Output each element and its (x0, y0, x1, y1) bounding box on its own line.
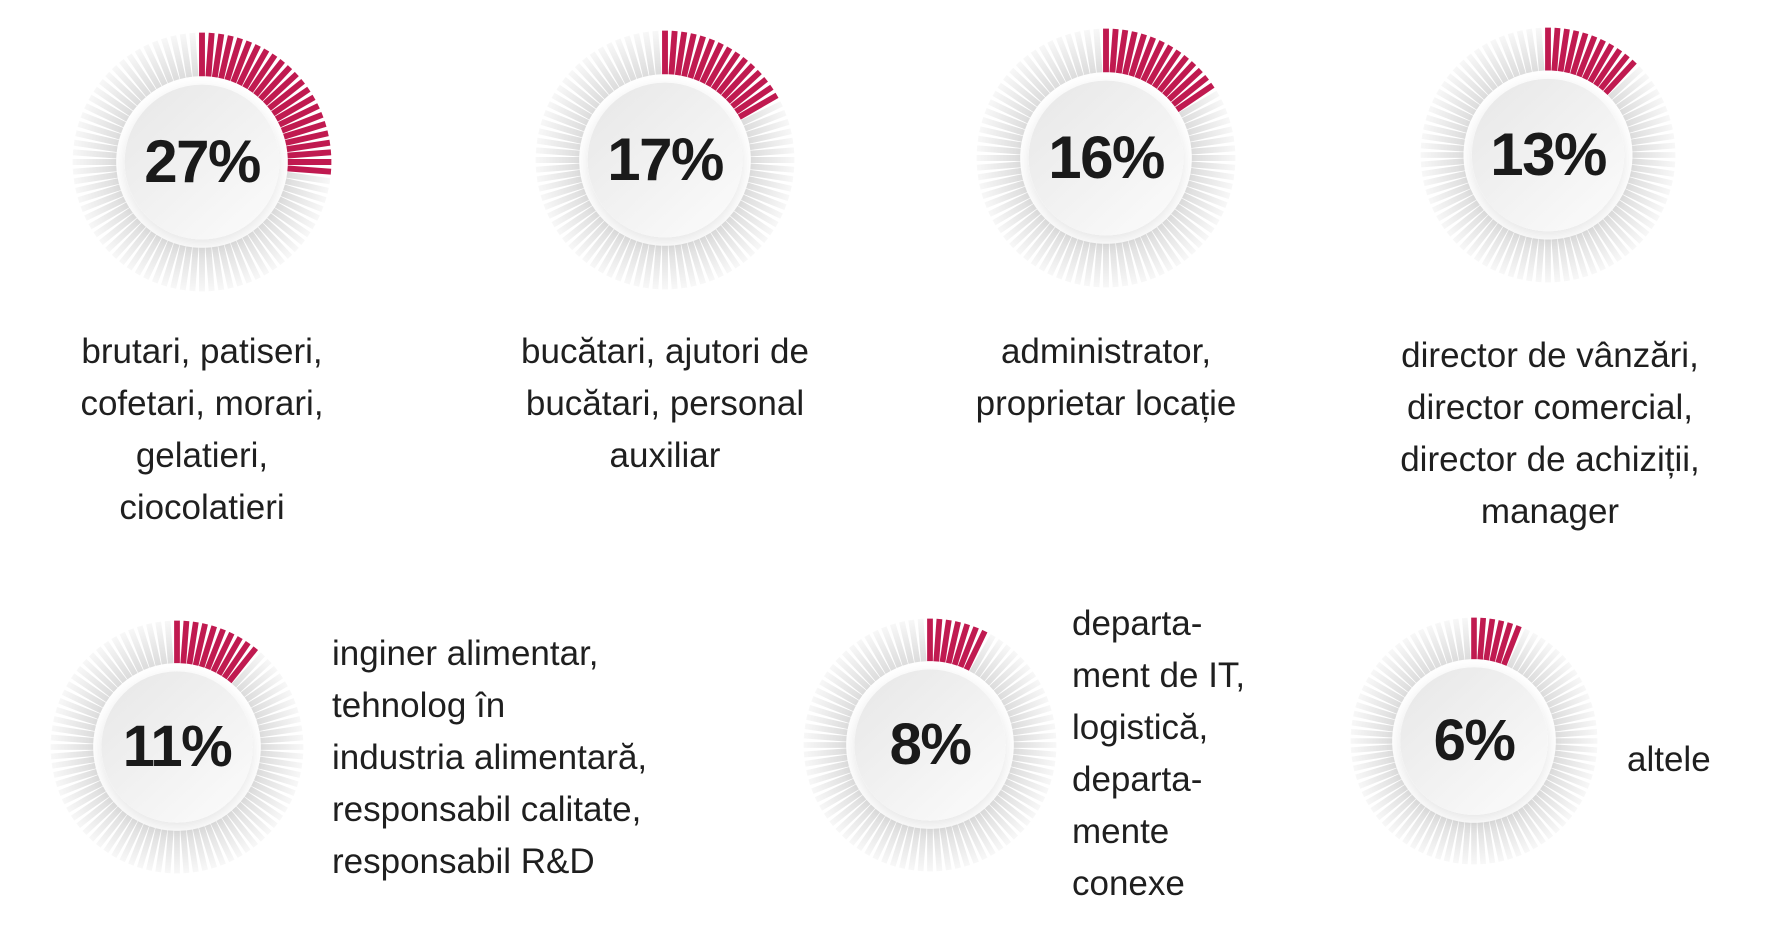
gauge-caption-departament: departa- ment de IT, logistică, departa-… (1072, 598, 1245, 910)
gauge-value-label: 27% (144, 127, 261, 195)
gauge-value-label: 8% (889, 711, 972, 777)
gauge-bucatari-17: 17% (535, 30, 795, 290)
caption-line: bucătari, personal (525, 384, 805, 423)
donut-ticks-icon (535, 30, 795, 290)
caption-line: departa- (1072, 604, 1203, 643)
caption-line: director de achiziții, (1400, 440, 1700, 479)
gauge-altele-6: 6% (1350, 617, 1598, 865)
caption-line: mente (1072, 812, 1170, 851)
caption-line: cofetari, morari, (80, 384, 324, 423)
donut-ticks-icon (803, 618, 1057, 872)
caption-line: ciocolatieri (119, 488, 285, 527)
caption-line: inginer alimentar, (332, 634, 599, 673)
gauge-value-label: 16% (1048, 123, 1165, 191)
donut-ticks-icon (72, 32, 332, 292)
gauge-value-label: 17% (607, 125, 724, 193)
gauge-value-label: 13% (1490, 120, 1607, 188)
caption-line: director de vânzări, (1401, 336, 1699, 375)
gauge-brutari-27: 27% (72, 32, 332, 292)
caption-line: tehnolog în (332, 686, 506, 725)
caption-line: ment de IT, (1072, 656, 1246, 695)
gauge-director-13: 13% (1420, 27, 1676, 283)
donut-ticks-icon (976, 28, 1236, 288)
caption-line: administrator, (1000, 332, 1212, 371)
caption-line: manager (1480, 492, 1620, 531)
caption-line: gelatieri, (135, 436, 269, 475)
gauge-value-label: 6% (1433, 707, 1516, 773)
caption-line: responsabil R&D (332, 842, 595, 881)
caption-line: altele (1627, 740, 1711, 779)
caption-line: conexe (1072, 864, 1185, 903)
gauge-caption-altele: altele (1627, 734, 1711, 786)
caption-line: responsabil calitate, (332, 790, 642, 829)
gauge-inginer-11: 11% (50, 620, 304, 874)
gauge-caption-bucatari: bucătari, ajutori de bucătari, personal … (465, 326, 865, 482)
donut-ticks-icon (1350, 617, 1598, 865)
gauge-administrator-16: 16% (976, 28, 1236, 288)
caption-line: departa- (1072, 760, 1203, 799)
gauge-caption-inginer: inginer alimentar, tehnolog în industria… (332, 628, 647, 888)
gauge-value-label: 11% (122, 713, 233, 779)
gauge-caption-director: director de vânzări, director comercial,… (1330, 330, 1770, 538)
caption-line: proprietar locație (975, 384, 1237, 423)
gauge-departament-8: 8% (803, 618, 1057, 872)
gauge-caption-administrator: administrator, proprietar locație (906, 326, 1306, 430)
caption-line: director comercial, (1407, 388, 1693, 427)
donut-ticks-icon (1420, 27, 1676, 283)
gauge-caption-brutari: brutari, patiseri, cofetari, morari, gel… (12, 326, 392, 534)
caption-line: brutari, patiseri, (81, 332, 323, 371)
caption-line: logistică, (1072, 708, 1209, 747)
caption-line: industria alimentară, (332, 738, 648, 777)
donut-ticks-icon (50, 620, 304, 874)
caption-line: bucătari, ajutori de (521, 332, 809, 371)
caption-line: auxiliar (609, 436, 721, 475)
